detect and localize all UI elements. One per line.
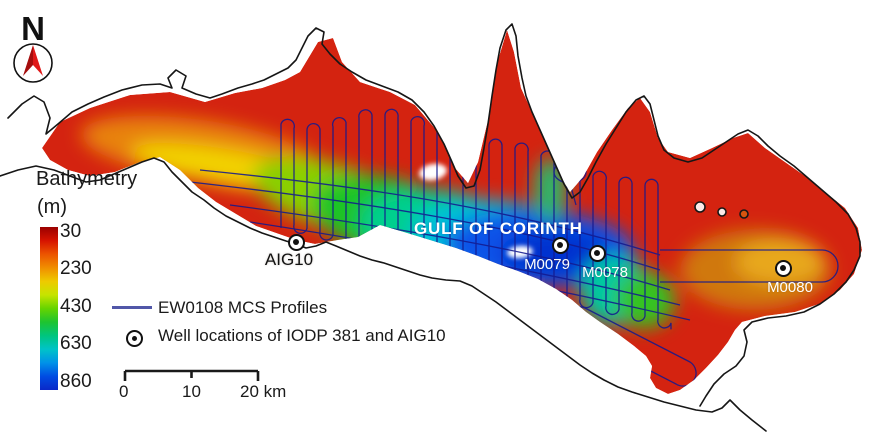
well-symbol-icon (126, 330, 143, 347)
scalebar-label-0: 0 (119, 382, 129, 401)
well-label-M0078: M0078 (582, 264, 628, 281)
well-marker-M0078 (588, 244, 606, 262)
mcs-legend-label: EW0108 MCS Profiles (158, 298, 328, 317)
well-marker-AIG10 (287, 233, 305, 251)
north-arrow: N (13, 10, 53, 83)
scalebar-label-10: 10 (182, 382, 201, 401)
well-marker-M0080 (774, 259, 792, 277)
coastline (0, 23, 861, 432)
scale-bar (123, 369, 260, 381)
well-marker-M0079 (551, 236, 569, 254)
well-label-M0080: M0080 (767, 279, 813, 296)
colorbar-tick: 630 (60, 333, 92, 354)
colorbar-tick: 430 (60, 296, 92, 317)
well-legend-label: Well locations of IODP 381 and AIG10 (158, 326, 446, 345)
gulf-name-label: GULF OF CORINTH (414, 219, 583, 238)
colorbar-tick: 860 (60, 371, 92, 392)
mcs-line-swatch (112, 306, 152, 309)
north-label: N (21, 10, 45, 47)
well-label-M0079: M0079 (524, 256, 570, 273)
scalebar-label-20km: 20 km (240, 382, 287, 401)
colorbar-gradient (40, 227, 58, 390)
well-label-AIG10: AIG10 (264, 250, 314, 269)
colorbar-unit: (m) (37, 196, 67, 218)
colorbar-tick: 30 (60, 221, 82, 242)
colorbar-title: Bathymetry (36, 168, 138, 190)
colorbar-tick: 230 (60, 258, 92, 279)
